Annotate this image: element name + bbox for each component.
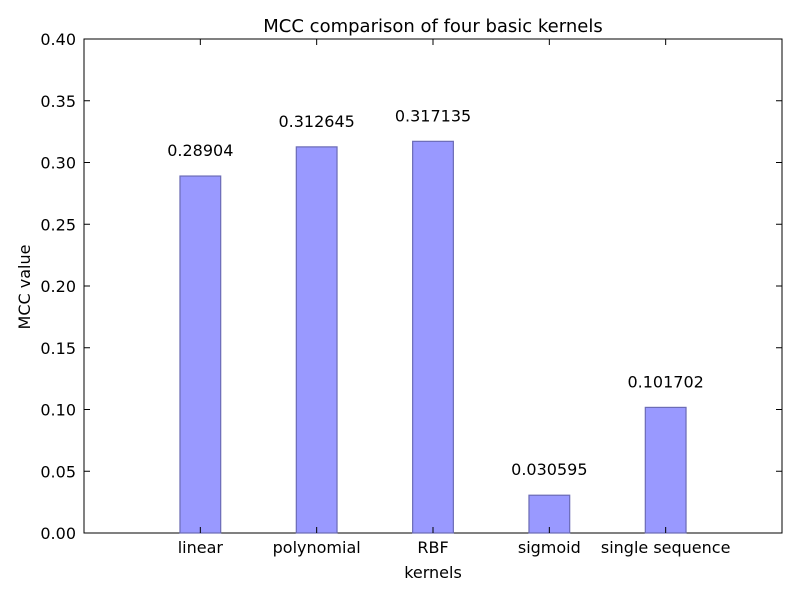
y-tick-label: 0.15 (40, 339, 76, 358)
y-axis-label: MCC value (15, 245, 34, 330)
data-label: 0.312645 (278, 112, 354, 131)
bar-single-sequence (644, 406, 687, 534)
x-axis: linear polynomial RBF sigmoid single sequenc… (178, 39, 731, 557)
y-tick-label: 0.00 (40, 524, 76, 543)
data-label: 0.28904 (167, 141, 233, 160)
y-tick-label: 0.30 (40, 154, 76, 173)
x-tick-label: sigmoid (518, 538, 581, 557)
data-label: 0.101702 (627, 372, 703, 391)
x-tick-label: single sequence (601, 538, 731, 557)
data-label: 0.317135 (395, 106, 471, 125)
data-labels-group: 0.28904 0.312645 0.317135 0.030595 0.101702 (167, 106, 704, 479)
y-tick-label: 0.40 (40, 30, 76, 49)
chart-title: MCC comparison of four basic kernels (263, 16, 602, 37)
y-tick-label: 0.25 (40, 215, 76, 234)
data-label: 0.030595 (511, 460, 587, 479)
y-axis: 0.00 0.05 0.10 0.15 0.20 0.25 0.30 0.35 0.40 (40, 30, 782, 543)
bar-rbf (412, 140, 454, 534)
y-tick-label: 0.35 (40, 92, 76, 111)
bars-group (179, 140, 687, 534)
x-tick-label: linear (178, 538, 224, 557)
bar-linear (179, 175, 222, 534)
x-axis-label: kernels (404, 563, 462, 582)
y-tick-label: 0.10 (40, 401, 76, 420)
y-tick-label: 0.05 (40, 462, 76, 481)
x-tick-label: polynomial (273, 538, 361, 557)
bar-polynomial (295, 146, 338, 534)
y-tick-label: 0.20 (40, 277, 76, 296)
x-tick-label: RBF (417, 538, 448, 557)
